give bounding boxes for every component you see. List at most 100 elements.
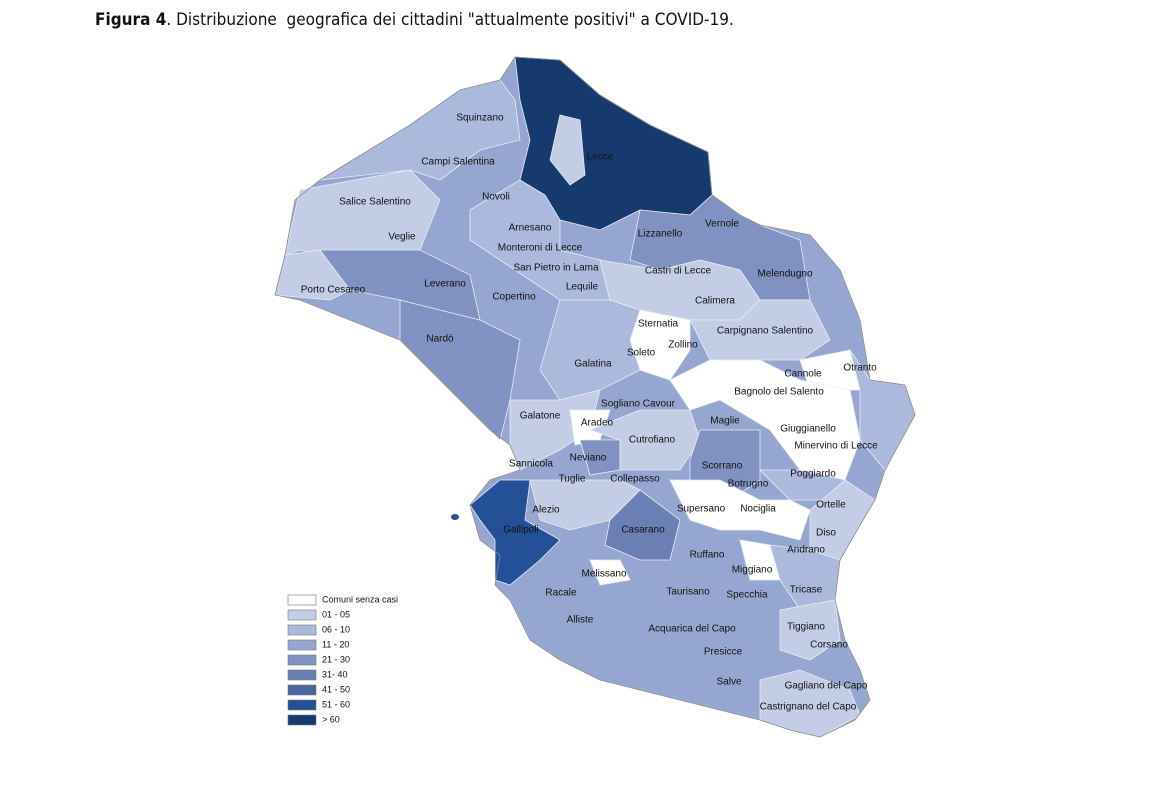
place-label: Calimera — [695, 296, 735, 307]
place-label: Acquarica del Capo — [648, 624, 736, 635]
place-label: Collepasso — [610, 474, 660, 485]
legend-swatch — [287, 669, 317, 681]
place-label: Taurisano — [666, 587, 710, 598]
legend-swatch — [287, 654, 317, 666]
place-label: Salice Salentino — [339, 197, 411, 208]
legend-swatch — [287, 594, 317, 606]
place-label: Monteroni di Lecce — [498, 243, 583, 254]
legend-swatch — [287, 624, 317, 636]
place-label: Melissano — [581, 569, 626, 580]
place-label: Tuglie — [559, 474, 586, 485]
place-label: Alezio — [532, 505, 560, 516]
legend-swatch — [287, 684, 317, 696]
legend-label: > 60 — [322, 714, 340, 724]
place-label: Ruffano — [690, 550, 725, 561]
municipality-area — [549, 114, 586, 186]
place-label: Squinzano — [456, 113, 504, 124]
legend-label: Comuni senza casi — [322, 594, 398, 604]
place-label: Corsano — [810, 640, 848, 651]
island — [451, 514, 459, 520]
place-label: Presicce — [704, 647, 743, 658]
place-label: Miggiano — [732, 565, 773, 576]
place-label: Neviano — [570, 453, 607, 464]
place-label: Casarano — [621, 525, 665, 536]
legend-swatch — [287, 639, 317, 651]
municipality-area — [669, 359, 861, 481]
place-label: Gallipoli — [503, 525, 539, 536]
legend-swatch — [287, 714, 317, 726]
place-label: Sannicola — [509, 459, 553, 470]
place-label: Cannole — [784, 369, 822, 380]
place-label: Ortelle — [816, 500, 846, 511]
legend-label: 06 - 10 — [322, 624, 350, 634]
municipality-area — [669, 479, 811, 541]
legend-swatch — [287, 699, 317, 711]
place-label: Otranto — [843, 363, 877, 374]
place-label: Andrano — [787, 545, 825, 556]
place-label: Vernole — [705, 219, 739, 230]
place-label: Campi Salentina — [421, 157, 495, 168]
place-label: Salve — [716, 677, 741, 688]
place-label: Castrignano del Capo — [760, 702, 857, 713]
place-label: Supersano — [677, 504, 726, 515]
place-label: Soleto — [627, 348, 656, 359]
municipality-area — [589, 559, 631, 586]
legend-swatch — [287, 609, 317, 621]
legend-label: 01 - 05 — [322, 609, 350, 619]
place-label: Tricase — [790, 585, 823, 596]
place-label: Specchia — [726, 590, 768, 601]
municipality-area — [604, 489, 681, 561]
place-label: Nardò — [426, 334, 454, 345]
place-label: Sogliano Cavour — [601, 399, 676, 410]
municipality-area — [284, 169, 441, 263]
municipality-area — [779, 599, 841, 661]
place-label: Arnesano — [509, 223, 552, 234]
legend-label: 11 - 20 — [322, 639, 349, 649]
place-label: Carpignano Salentino — [717, 326, 814, 337]
place-label: Galatone — [520, 411, 561, 422]
place-label: Veglie — [388, 232, 416, 243]
legend-label: 41 - 50 — [322, 684, 350, 694]
legend-label: 51 - 60 — [322, 699, 350, 709]
place-label: Bagnolo del Salento — [734, 387, 824, 398]
place-label: Castri di Lecce — [645, 266, 712, 277]
place-label: Scorrano — [702, 461, 743, 472]
place-label: Cutrofiano — [629, 435, 676, 446]
municipality-area — [588, 409, 701, 471]
figure-label: Figura 4 — [95, 10, 167, 30]
place-label: Lequile — [566, 282, 599, 293]
map-outline — [274, 56, 916, 738]
place-label: Nociglia — [740, 504, 776, 515]
place-label: Porto Cesareo — [301, 285, 366, 296]
place-label: Aradeo — [581, 418, 614, 429]
place-label: Novoli — [482, 192, 510, 203]
municipality-area — [319, 249, 481, 321]
place-label: San Pietro in Lama — [513, 263, 598, 274]
place-label: Botrugno — [728, 479, 769, 490]
place-label: Lizzanello — [638, 229, 683, 240]
place-label: Zollino — [668, 340, 698, 351]
place-label: Gagliano del Capo — [785, 681, 868, 692]
place-label: Diso — [816, 528, 836, 539]
place-label: Giuggianello — [780, 424, 836, 435]
legend-label: 21 - 30 — [322, 654, 350, 664]
place-label: Alliste — [567, 615, 594, 626]
place-label: Copertino — [492, 292, 536, 303]
caption: Figura 4. Distribuzione geografica dei c… — [95, 10, 734, 30]
place-label: Galatina — [574, 359, 612, 370]
place-label: Lecce — [587, 152, 614, 163]
place-label: Leverano — [424, 279, 466, 290]
place-label: Maglie — [710, 416, 740, 427]
place-label: Sternatia — [638, 319, 678, 330]
caption-text: . Distribuzione geografica dei cittadini… — [166, 10, 734, 30]
place-label: Minervino di Lecce — [794, 441, 878, 452]
place-label: Melendugno — [757, 269, 812, 280]
municipality-area — [539, 299, 641, 401]
place-label: Tiggiano — [787, 622, 825, 633]
place-label: Racale — [545, 588, 577, 599]
municipality-area — [469, 479, 561, 586]
place-label: Poggiardo — [790, 469, 836, 480]
legend-label: 31- 40 — [322, 669, 348, 679]
